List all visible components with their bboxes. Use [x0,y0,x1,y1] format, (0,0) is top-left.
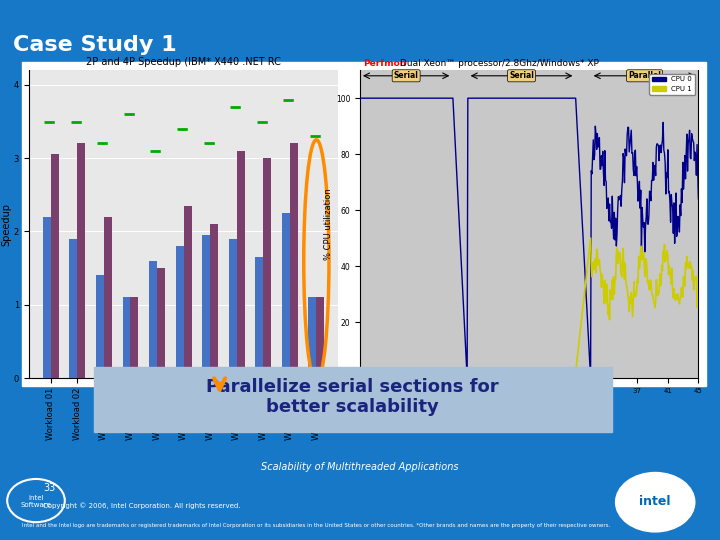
Text: intel
Software: intel Software [21,495,51,508]
Bar [122,298,130,378]
Bar [69,239,77,378]
Text: intel: intel [639,495,671,508]
Bar [316,298,324,378]
Bar [96,275,104,378]
Bar [77,144,86,378]
Bar [176,246,184,378]
Title: 2P and 4P Speedup (IBM* X440 .NET RC: 2P and 4P Speedup (IBM* X440 .NET RC [86,57,281,66]
Legend: CPU 0, CPU 1: CPU 0, CPU 1 [649,73,695,94]
Text: Serial: Serial [509,71,534,80]
Bar [229,239,237,378]
Text: Case Study 1: Case Study 1 [13,35,176,55]
Bar [264,158,271,378]
Bar [157,268,165,378]
Bar [202,235,210,378]
Text: Scalability of Multithreaded Applications: Scalability of Multithreaded Application… [261,462,459,472]
Y-axis label: Speedup: Speedup [1,202,11,246]
Bar [290,144,298,378]
Text: Dual Xeon™ processor/2.8Ghz/Windows* XP: Dual Xeon™ processor/2.8Ghz/Windows* XP [400,58,598,68]
Bar [256,257,264,378]
Y-axis label: % CPU utilization: % CPU utilization [324,188,333,260]
Bar [130,298,138,378]
Text: Serial: Serial [394,71,418,80]
X-axis label: Workload run time (sec): Workload run time (sec) [479,396,580,406]
Bar [282,213,290,378]
Bar [308,298,316,378]
Text: Intel and the Intel logo are trademarks or registered trademarks of Intel Corpor: Intel and the Intel logo are trademarks … [22,523,610,528]
Text: Parallel: Parallel [628,71,661,80]
Bar [184,206,192,378]
Bar [149,261,157,378]
Text: Parallelize serial sections for
better scalability: Parallelize serial sections for better s… [207,377,499,416]
Bar [51,154,59,378]
Text: 33: 33 [43,483,55,494]
Text: Perfmon: Perfmon [364,58,407,68]
Text: Copyright © 2006, Intel Corporation. All rights reserved.: Copyright © 2006, Intel Corporation. All… [43,502,240,509]
Bar [104,217,112,378]
Bar [210,224,218,378]
Bar [237,151,245,378]
Bar [43,217,51,378]
